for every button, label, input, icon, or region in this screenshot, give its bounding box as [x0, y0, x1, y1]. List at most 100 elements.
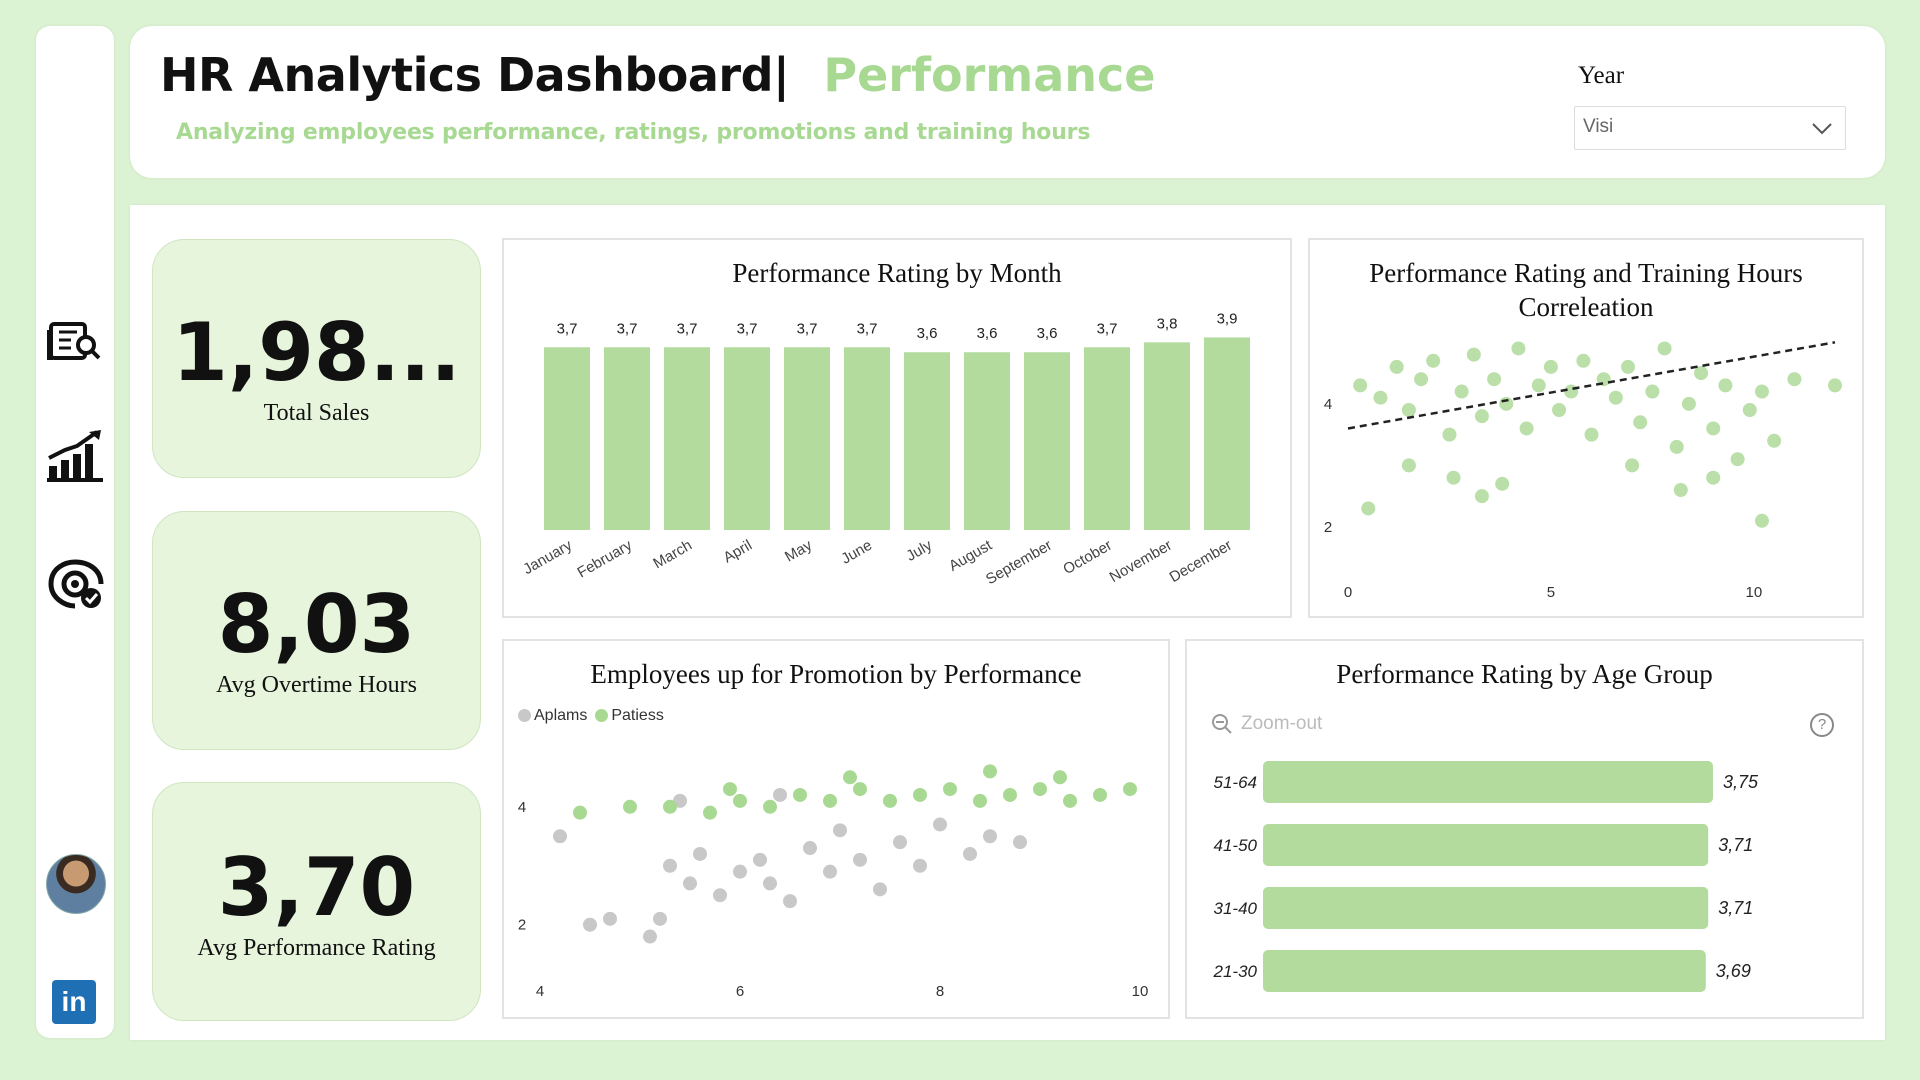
chevron-down-icon [1812, 123, 1832, 135]
data-point [1608, 390, 1623, 405]
legend-item-aplams[interactable]: Aplams [518, 707, 587, 725]
bar-march [664, 347, 710, 530]
y-tick-label: 21-30 [1213, 962, 1258, 981]
bar-chart-month: 3,7 January 3,7 February 3,7 March 3,7 April 3,7… [520, 310, 1250, 588]
chart-title: Employees up for Promotion by Performanc… [590, 659, 1082, 689]
help-icon[interactable]: ? [1810, 713, 1834, 737]
data-point [1706, 421, 1721, 436]
kpi-value: 8,03 [217, 578, 416, 671]
chart-legend: Aplams Patiess [518, 707, 664, 725]
data-point [1669, 439, 1684, 454]
data-point-patiess [763, 799, 777, 814]
data-point-patiess [1003, 787, 1017, 802]
data-point [1499, 396, 1514, 411]
y-tick-label: 51-64 [1214, 773, 1257, 792]
data-label: 3,7 [677, 320, 698, 337]
data-point [1531, 378, 1546, 393]
data-point-aplams [983, 829, 997, 844]
x-tick-label: 0 [1344, 584, 1352, 601]
x-tick-label: November [1107, 537, 1175, 586]
data-point-patiess [793, 787, 807, 802]
linkedin-icon[interactable]: in [52, 980, 96, 1024]
legend-item-patiess[interactable]: Patiess [595, 707, 664, 725]
year-dropdown[interactable]: Visi [1574, 106, 1846, 150]
x-tick-label: December [1167, 537, 1235, 586]
data-label: 3,6 [917, 325, 938, 342]
kpi-card-overtime: 8,03 Avg Overtime Hours [152, 511, 481, 750]
data-point [1414, 372, 1429, 387]
header: HR Analytics Dashboard| Performance Anal… [130, 26, 1885, 178]
data-point-aplams [873, 882, 887, 897]
data-point-patiess [883, 793, 897, 808]
y-tick-label: 31-40 [1214, 899, 1258, 918]
kpi-value: 3,70 [217, 841, 416, 934]
data-point [1718, 378, 1733, 393]
data-label: 3,7 [1097, 320, 1118, 337]
data-label: 3,7 [797, 320, 818, 337]
chart-training-correlation: Performance Rating and Training Hours Co… [1308, 238, 1864, 618]
data-point [1828, 378, 1842, 393]
data-point-aplams [1013, 835, 1027, 850]
data-point-patiess [1123, 782, 1137, 797]
report-search-icon[interactable] [36, 318, 114, 364]
year-filter-label: Year [1578, 62, 1625, 89]
data-point-aplams [963, 846, 977, 861]
kpi-card-total-sales: 1,98... Total Sales [152, 239, 481, 478]
y-tick-label: 2 [518, 917, 526, 934]
data-point [1361, 501, 1376, 516]
data-point-aplams [603, 911, 617, 926]
data-label: 3,6 [1037, 325, 1058, 342]
page-title: HR Analytics Dashboard| Performance [160, 48, 1155, 102]
bar-june [844, 347, 890, 530]
x-tick-label: 5 [1547, 584, 1555, 601]
kpi-label: Avg Overtime Hours [216, 672, 417, 698]
data-label: 3,75 [1723, 772, 1759, 792]
main-panel: 1,98... Total Sales 8,03 Avg Overtime Ho… [130, 205, 1885, 1040]
kpi-label: Avg Performance Rating [197, 935, 436, 961]
data-point [1401, 403, 1416, 417]
x-tick-label: July [903, 536, 935, 564]
year-dropdown-value: Visi [1583, 116, 1614, 137]
data-point-aplams [893, 835, 907, 850]
bar-april [724, 347, 770, 530]
data-point-patiess [1063, 793, 1077, 808]
avatar[interactable] [46, 854, 106, 914]
zoom-out-button[interactable]: Zoom-out [1211, 713, 1322, 735]
data-point-patiess [573, 805, 587, 820]
title-highlight: Performance [823, 48, 1156, 102]
performance-check-icon[interactable] [36, 556, 114, 612]
data-point [1474, 409, 1489, 424]
data-label: 3,7 [557, 320, 578, 337]
y-tick-label: 2 [1324, 519, 1332, 536]
growth-chart-icon[interactable] [36, 428, 114, 484]
data-point-aplams [823, 864, 837, 879]
data-label: 3,69 [1716, 961, 1751, 981]
zoom-out-label: Zoom-out [1241, 713, 1323, 734]
data-point [1446, 470, 1461, 485]
data-point [1373, 390, 1388, 405]
x-tick-label: May [782, 536, 815, 565]
data-point [1645, 384, 1660, 399]
data-point [1576, 353, 1591, 368]
data-point [1754, 384, 1769, 399]
data-point-aplams [713, 888, 727, 903]
data-point-patiess [973, 793, 987, 808]
kpi-value: 1,98... [172, 306, 461, 399]
data-point-aplams [583, 917, 597, 932]
data-point [1767, 433, 1782, 448]
data-point [1487, 372, 1502, 387]
data-point-patiess [1053, 770, 1067, 785]
data-label: 3,9 [1217, 310, 1238, 327]
data-point-aplams [833, 823, 847, 838]
data-point [1543, 359, 1558, 374]
zoom-out-icon [1212, 714, 1232, 734]
x-tick-label: 4 [536, 983, 544, 1000]
data-point [1584, 427, 1599, 442]
data-point [1694, 366, 1709, 381]
data-point-aplams [763, 876, 777, 891]
data-label: 3,71 [1718, 835, 1753, 855]
data-point-patiess [1033, 782, 1047, 797]
data-point [1706, 470, 1721, 485]
bar-july [904, 352, 950, 530]
bar-age-31-40 [1263, 887, 1709, 929]
